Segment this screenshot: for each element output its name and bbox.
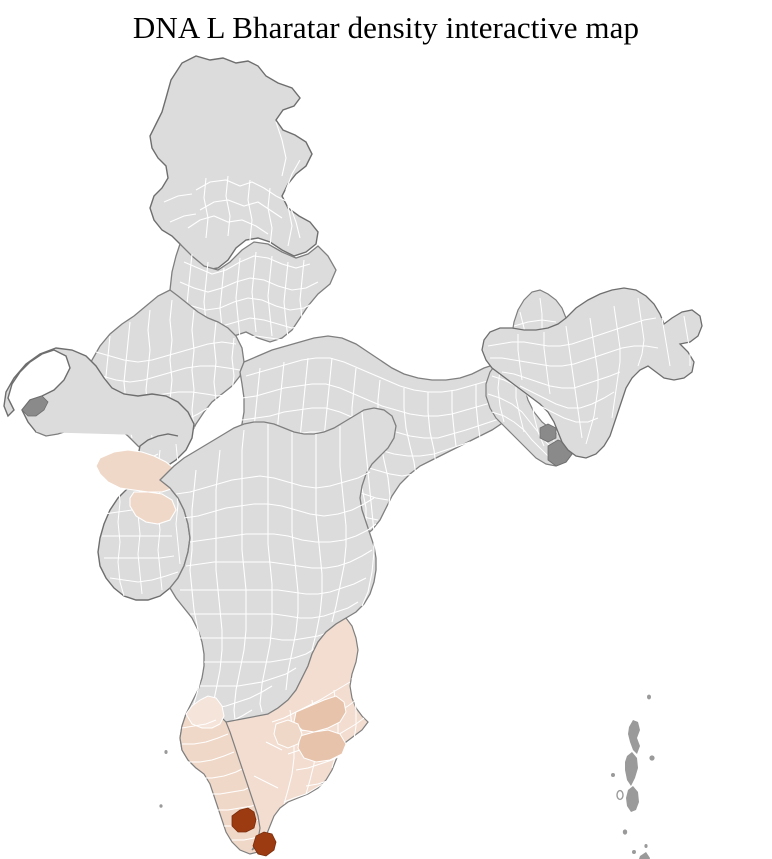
- island-great-nicobar: [639, 852, 650, 859]
- island-dot-3: [611, 773, 615, 777]
- district-borders-jk: [163, 121, 301, 247]
- tamil-nadu-district-mid-2[interactable]: [297, 729, 347, 763]
- region-kerala[interactable]: [179, 695, 267, 855]
- tamil-nadu-district-mid-3[interactable]: [273, 719, 303, 749]
- state-northeast-outline[interactable]: [481, 287, 703, 459]
- tamil-nadu-district-mid-1[interactable]: [293, 695, 347, 733]
- region-rajasthan-gujarat[interactable]: [3, 289, 245, 601]
- east-coast-dark-patch: [539, 423, 557, 443]
- lakshadweep-dot-2: [159, 804, 163, 808]
- highlight-gujarat-district-south[interactable]: [129, 491, 177, 525]
- island-little-andaman: [616, 789, 624, 801]
- hotspot-kanyakumari-district[interactable]: [252, 831, 277, 857]
- kutch-coast-patch: [21, 395, 49, 417]
- lakshadweep-dot-1: [164, 750, 168, 754]
- island-south-andaman: [626, 786, 639, 812]
- island-dot-5: [644, 844, 648, 848]
- island-middle-andaman: [625, 752, 638, 786]
- hotspot-south-kerala-district[interactable]: [231, 807, 257, 833]
- district-borders-northeast: [487, 297, 691, 445]
- state-jammu-kashmir-outline[interactable]: [149, 55, 319, 271]
- region-tamil-nadu[interactable]: [225, 617, 369, 857]
- island-north-andaman: [628, 720, 640, 754]
- kerala-district-north[interactable]: [185, 695, 225, 729]
- region-andaman-nicobar-islands[interactable]: [611, 694, 655, 859]
- island-dot-2: [649, 755, 655, 761]
- island-car-nicobar: [622, 829, 628, 835]
- india-choropleth-map[interactable]: [0, 50, 772, 859]
- region-lakshadweep-islands[interactable]: [159, 750, 168, 808]
- island-dot-4: [632, 850, 636, 854]
- page-title: DNA L Bharatar density interactive map: [132, 10, 640, 45]
- region-jammu-kashmir-ladakh[interactable]: [149, 55, 319, 271]
- map-container[interactable]: [0, 50, 772, 859]
- region-northeast[interactable]: [481, 287, 703, 459]
- island-dot-1: [647, 694, 651, 700]
